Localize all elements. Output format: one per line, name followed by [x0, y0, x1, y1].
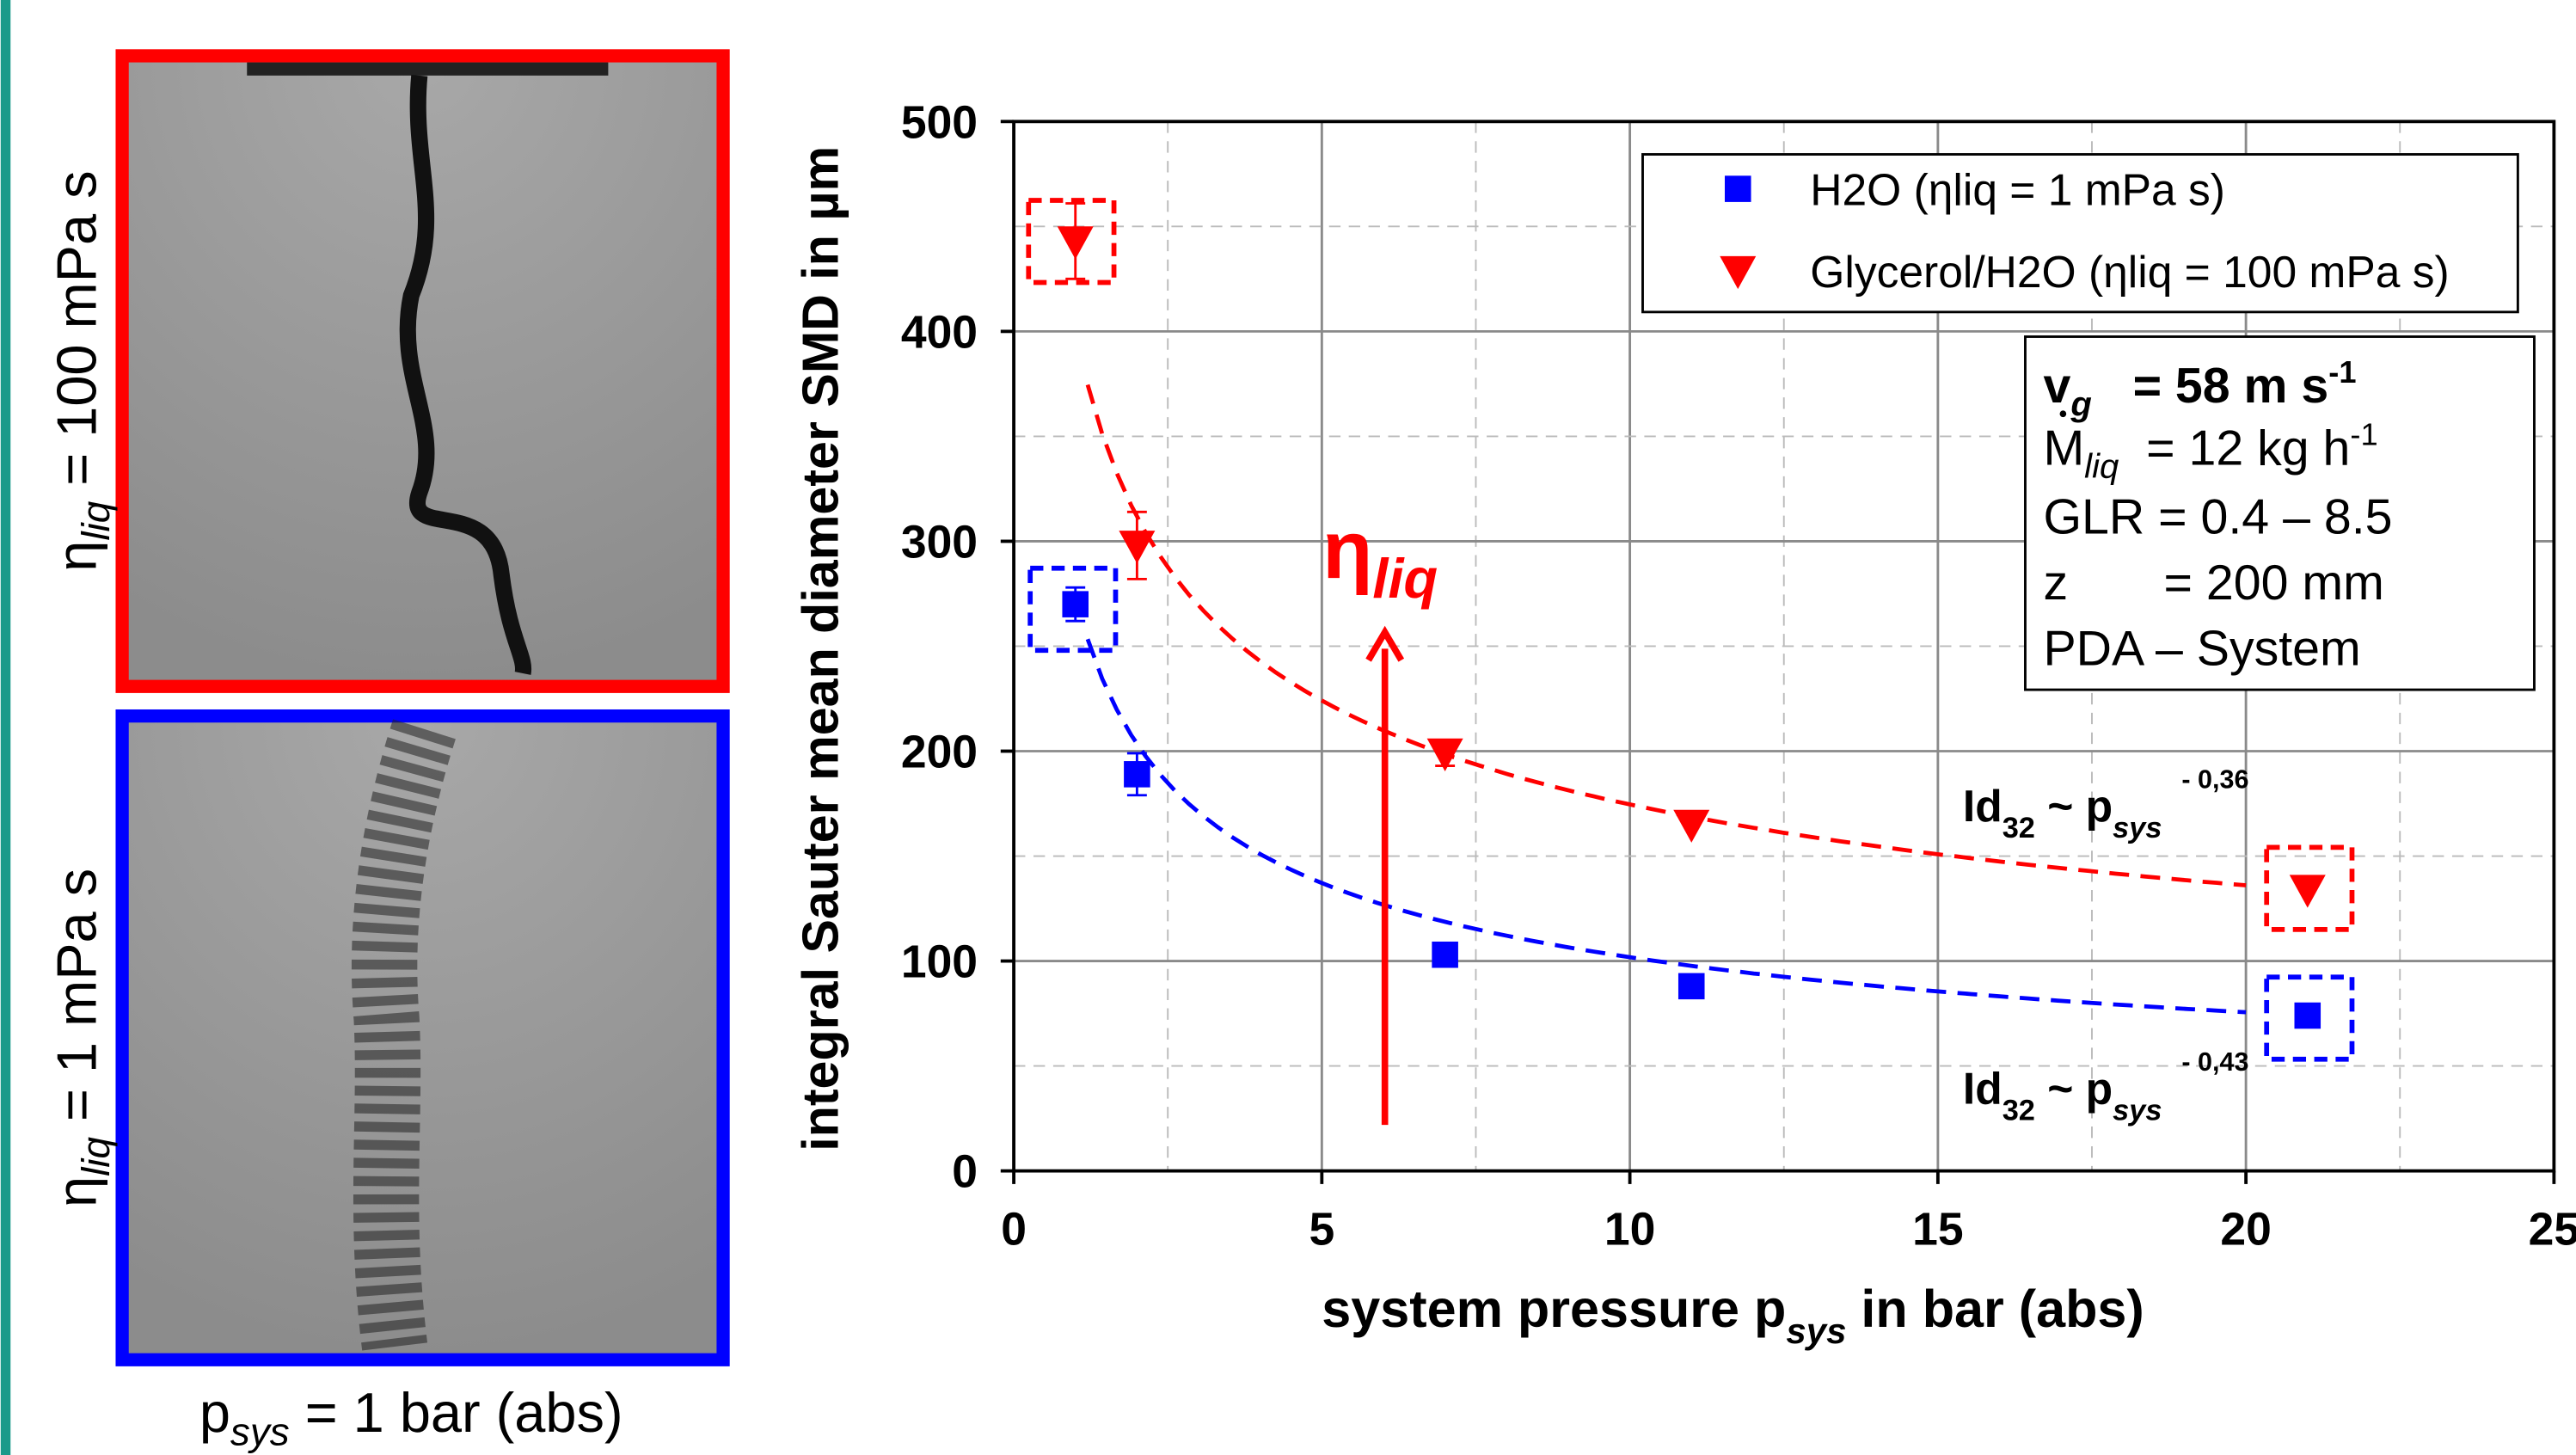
fit-label-part: - 0,43: [2181, 1047, 2248, 1077]
legend-label: Glycerol/H2O (ηliq = 100 mPa s): [1810, 247, 2449, 297]
photo-caption: psys = 1 bar (abs): [199, 1381, 623, 1453]
legend-marker: [1724, 175, 1751, 202]
fit-label-part: 32: [2003, 1094, 2035, 1127]
y-tick-label: 300: [901, 518, 978, 568]
photo-label: ηliq = 1 mPa s: [46, 869, 118, 1207]
point: [1119, 531, 1156, 564]
x-tick-label: 5: [1309, 1205, 1334, 1255]
y-tick-label: 200: [901, 728, 978, 778]
highlight-box: [1027, 565, 1119, 654]
fit-label: Id32 ~ psys - 0,43: [1963, 1047, 2249, 1127]
fit-label: Id32 ~ psys - 0,36: [1963, 765, 2249, 844]
fit-label-part: Id: [1963, 781, 2003, 831]
condition: Mliq = 12 kg h-1: [2043, 417, 2377, 486]
x-tick-label: 0: [1001, 1205, 1027, 1255]
x-tick-label: 20: [2220, 1205, 2271, 1255]
fit-label-part: 32: [2003, 812, 2035, 844]
point: [1062, 591, 1089, 617]
condition: PDA – System: [2043, 621, 2360, 676]
nozzle: [247, 62, 609, 76]
condition: GLR = 0.4 – 8.5: [2043, 490, 2392, 545]
point: [1677, 973, 1705, 1000]
arrow-label: ηliq: [1322, 505, 1438, 610]
point: [1124, 761, 1150, 788]
point: [1673, 809, 1710, 843]
x-tick-label: 15: [1912, 1205, 1963, 1255]
y-tick-label: 0: [952, 1147, 978, 1198]
y-tick-label: 100: [901, 937, 978, 988]
fit-label-part: - 0,36: [2181, 765, 2248, 795]
condition: z = 200 mm: [2043, 556, 2383, 611]
x-tick-label: 10: [1604, 1205, 1655, 1255]
highlight-box: [2264, 844, 2355, 932]
arrow-head: [1365, 625, 1405, 662]
side-strip: [0, 0, 11, 1455]
fit-label-part: ~ p: [2035, 1063, 2113, 1113]
fit-label-part: Id: [1963, 1063, 2003, 1113]
fit-label-part: sys: [2113, 812, 2162, 844]
legend-box: [1641, 153, 2519, 314]
spray: [351, 719, 456, 1351]
point: [1426, 738, 1463, 771]
fit-curve: [1085, 638, 2247, 1015]
fit-label-part: ~ p: [2035, 781, 2113, 831]
x-axis-title: system pressure psys in bar (abs): [1322, 1280, 2144, 1351]
legend-marker: [1720, 255, 1757, 290]
highlight-box: [2264, 974, 2355, 1062]
highlight-box: [1026, 198, 1117, 285]
plot-frame: [1012, 120, 2556, 1173]
dot-accent: [2059, 410, 2067, 418]
legend-label: H2O (ηliq = 1 mPa s): [1810, 165, 2225, 215]
point: [2289, 875, 2326, 908]
photo-label: ηliq = 100 mPa s: [46, 170, 118, 571]
fit-label-part: sys: [2113, 1094, 2162, 1127]
point: [2294, 1002, 2321, 1029]
y-tick-label: 400: [901, 307, 978, 358]
condition: vg = 58 m s-1: [2043, 354, 2356, 423]
y-axis-title: integral Sauter mean diameter SMD in µm: [792, 146, 849, 1151]
point: [1057, 226, 1094, 260]
point: [1432, 941, 1458, 968]
fit-curve: [1085, 384, 2247, 887]
y-tick-label: 500: [901, 97, 978, 148]
x-tick-label: 25: [2529, 1205, 2576, 1255]
liquid-jet: [399, 74, 532, 675]
conditions-box: [2024, 335, 2536, 691]
